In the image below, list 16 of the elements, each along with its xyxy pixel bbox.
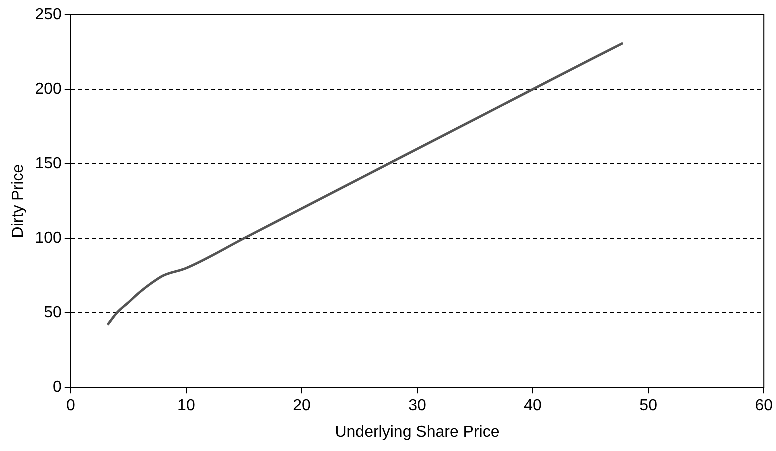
y-tick-label: 0 [52,379,62,396]
y-tick-label: 50 [44,304,62,322]
x-tick-label: 30 [408,398,426,415]
x-tick-label: 10 [178,398,196,415]
x-tick-label: 0 [66,398,76,415]
y-tick-label: 250 [35,6,62,24]
x-axis-title: Underlying Share Price [335,424,500,441]
x-tick-label: 40 [524,398,542,415]
y-axis-title: Dirty Price [10,164,28,238]
y-tick-label: 100 [35,230,62,247]
y-tick-label: 200 [35,80,62,98]
y-tick-label: 150 [35,155,62,172]
x-tick-label: 50 [640,398,658,415]
x-tick-label: 60 [755,398,774,415]
line-series [106,42,624,326]
x-tick-label: 20 [293,398,311,415]
